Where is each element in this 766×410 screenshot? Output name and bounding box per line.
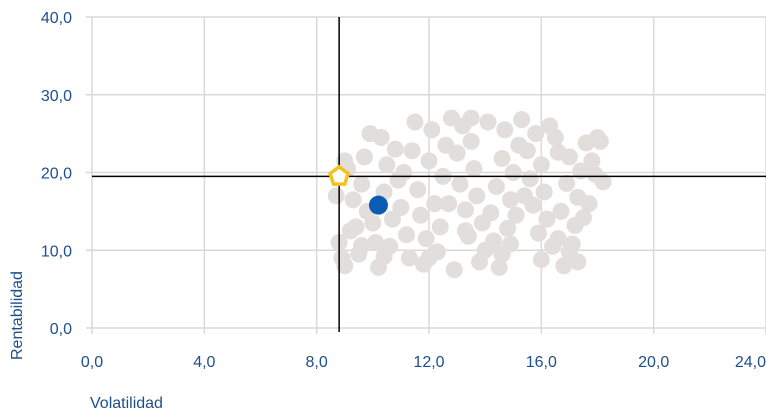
y-tick-label-3: 30,0 bbox=[41, 88, 72, 105]
cloud-point-96 bbox=[395, 164, 413, 181]
cloud-point-81 bbox=[591, 132, 609, 150]
y-tick-label-4: 40,0 bbox=[41, 10, 72, 27]
cloud-point-19 bbox=[400, 249, 418, 267]
cloud-point-101 bbox=[501, 235, 519, 253]
cloud-point-55 bbox=[513, 111, 531, 129]
cloud-point-37 bbox=[451, 175, 469, 193]
cloud-point-65 bbox=[532, 251, 550, 269]
cloud-point-11 bbox=[386, 140, 404, 158]
cloud-point-43 bbox=[471, 253, 489, 271]
cloud-point-38 bbox=[468, 187, 486, 205]
cloud-point-29 bbox=[420, 152, 438, 170]
cloud-point-7 bbox=[353, 175, 371, 193]
y-tick-label-2: 20,0 bbox=[41, 166, 72, 183]
cloud-point-84 bbox=[333, 249, 351, 267]
cloud-point-72 bbox=[558, 174, 576, 192]
cloud-point-68 bbox=[549, 230, 567, 248]
cloud-point-35 bbox=[448, 144, 466, 162]
x-tick-label-0: 0,0 bbox=[81, 354, 103, 371]
cloud-point-31 bbox=[423, 121, 441, 139]
cloud-point-73 bbox=[572, 162, 590, 180]
cloud-point-87 bbox=[336, 152, 354, 170]
highlight-point bbox=[368, 195, 388, 215]
cloud-point-82 bbox=[569, 253, 587, 271]
cloud-point-85 bbox=[347, 218, 365, 236]
cloud-point-56 bbox=[527, 125, 545, 143]
cloud-point-104 bbox=[353, 237, 371, 255]
cloud-point-27 bbox=[409, 181, 427, 199]
cloud-point-44 bbox=[490, 258, 508, 276]
cloud-point-98 bbox=[457, 222, 475, 240]
cloud-point-83 bbox=[563, 235, 581, 253]
y-tick-label-1: 10,0 bbox=[41, 243, 72, 260]
cloud-point-79 bbox=[580, 195, 598, 213]
cloud-point-63 bbox=[530, 224, 548, 242]
cloud-point-12 bbox=[378, 156, 396, 174]
cloud-point-105 bbox=[403, 142, 421, 160]
y-tick-label-0: 0,0 bbox=[50, 321, 72, 338]
cloud-point-92 bbox=[462, 109, 480, 127]
cloud-point-51 bbox=[504, 164, 522, 181]
y-axis-title: Rentabilidad bbox=[9, 271, 26, 360]
x-tick-label-4: 16,0 bbox=[526, 354, 557, 371]
cloud-point-26 bbox=[426, 195, 444, 213]
cloud-point-6 bbox=[344, 191, 362, 209]
cloud-point-93 bbox=[479, 113, 497, 131]
tick-labels: 0,0 4,0 8,0 12,0 16,0 20,0 24,0 0,0 10,0 20,0 30,0… bbox=[41, 10, 766, 371]
cloud-point-100 bbox=[515, 187, 533, 205]
cloud-point-23 bbox=[417, 230, 435, 248]
portfolio-cloud bbox=[327, 109, 612, 279]
cloud-point-54 bbox=[496, 121, 514, 139]
x-tick-label-5: 20,0 bbox=[638, 354, 669, 371]
cloud-point-34 bbox=[462, 132, 480, 150]
cloud-point-77 bbox=[583, 152, 601, 170]
cloud-point-39 bbox=[457, 201, 475, 219]
cloud-point-47 bbox=[499, 219, 517, 237]
cloud-point-52 bbox=[493, 150, 511, 168]
grid bbox=[86, 16, 766, 334]
cloud-point-16 bbox=[383, 210, 401, 228]
cloud-point-59 bbox=[521, 170, 539, 188]
cloud-point-17 bbox=[398, 226, 416, 244]
cloud-point-88 bbox=[361, 125, 379, 143]
cloud-point-25 bbox=[412, 206, 430, 224]
cloud-point-60 bbox=[535, 183, 553, 201]
cloud-point-90 bbox=[406, 113, 424, 131]
cloud-point-24 bbox=[431, 218, 449, 236]
cloud-point-89 bbox=[367, 233, 385, 251]
cloud-point-15 bbox=[392, 198, 410, 216]
cloud-point-49 bbox=[501, 191, 519, 209]
x-tick-label-6: 24,0 bbox=[735, 354, 766, 371]
cloud-point-99 bbox=[507, 206, 525, 224]
x-tick-label-1: 4,0 bbox=[193, 354, 215, 371]
cloud-point-57 bbox=[518, 142, 536, 160]
cloud-point-58 bbox=[532, 156, 550, 174]
cloud-point-62 bbox=[538, 210, 556, 228]
x-tick-label-2: 8,0 bbox=[306, 354, 328, 371]
highlight-markers bbox=[328, 164, 388, 215]
cloud-point-70 bbox=[552, 202, 570, 220]
cloud-point-107 bbox=[586, 165, 604, 183]
x-tick-label-3: 12,0 bbox=[413, 354, 444, 371]
cloud-point-9 bbox=[355, 148, 373, 166]
cloud-point-86 bbox=[327, 187, 345, 205]
cloud-point-48 bbox=[482, 204, 500, 222]
cloud-point-103 bbox=[375, 247, 393, 265]
cloud-point-36 bbox=[465, 160, 483, 178]
cloud-point-97 bbox=[440, 195, 458, 213]
cloud-point-46 bbox=[485, 232, 503, 250]
cloud-point-95 bbox=[546, 129, 564, 147]
cloud-point-91 bbox=[445, 261, 463, 279]
cloud-point-50 bbox=[487, 177, 505, 195]
cloud-point-102 bbox=[420, 249, 438, 267]
cloud-point-66 bbox=[555, 257, 573, 275]
pentagon-marker bbox=[328, 164, 351, 186]
cloud-point-80 bbox=[574, 209, 592, 227]
cloud-point-106 bbox=[549, 143, 567, 161]
x-axis-title: Volatilidad bbox=[90, 395, 163, 410]
